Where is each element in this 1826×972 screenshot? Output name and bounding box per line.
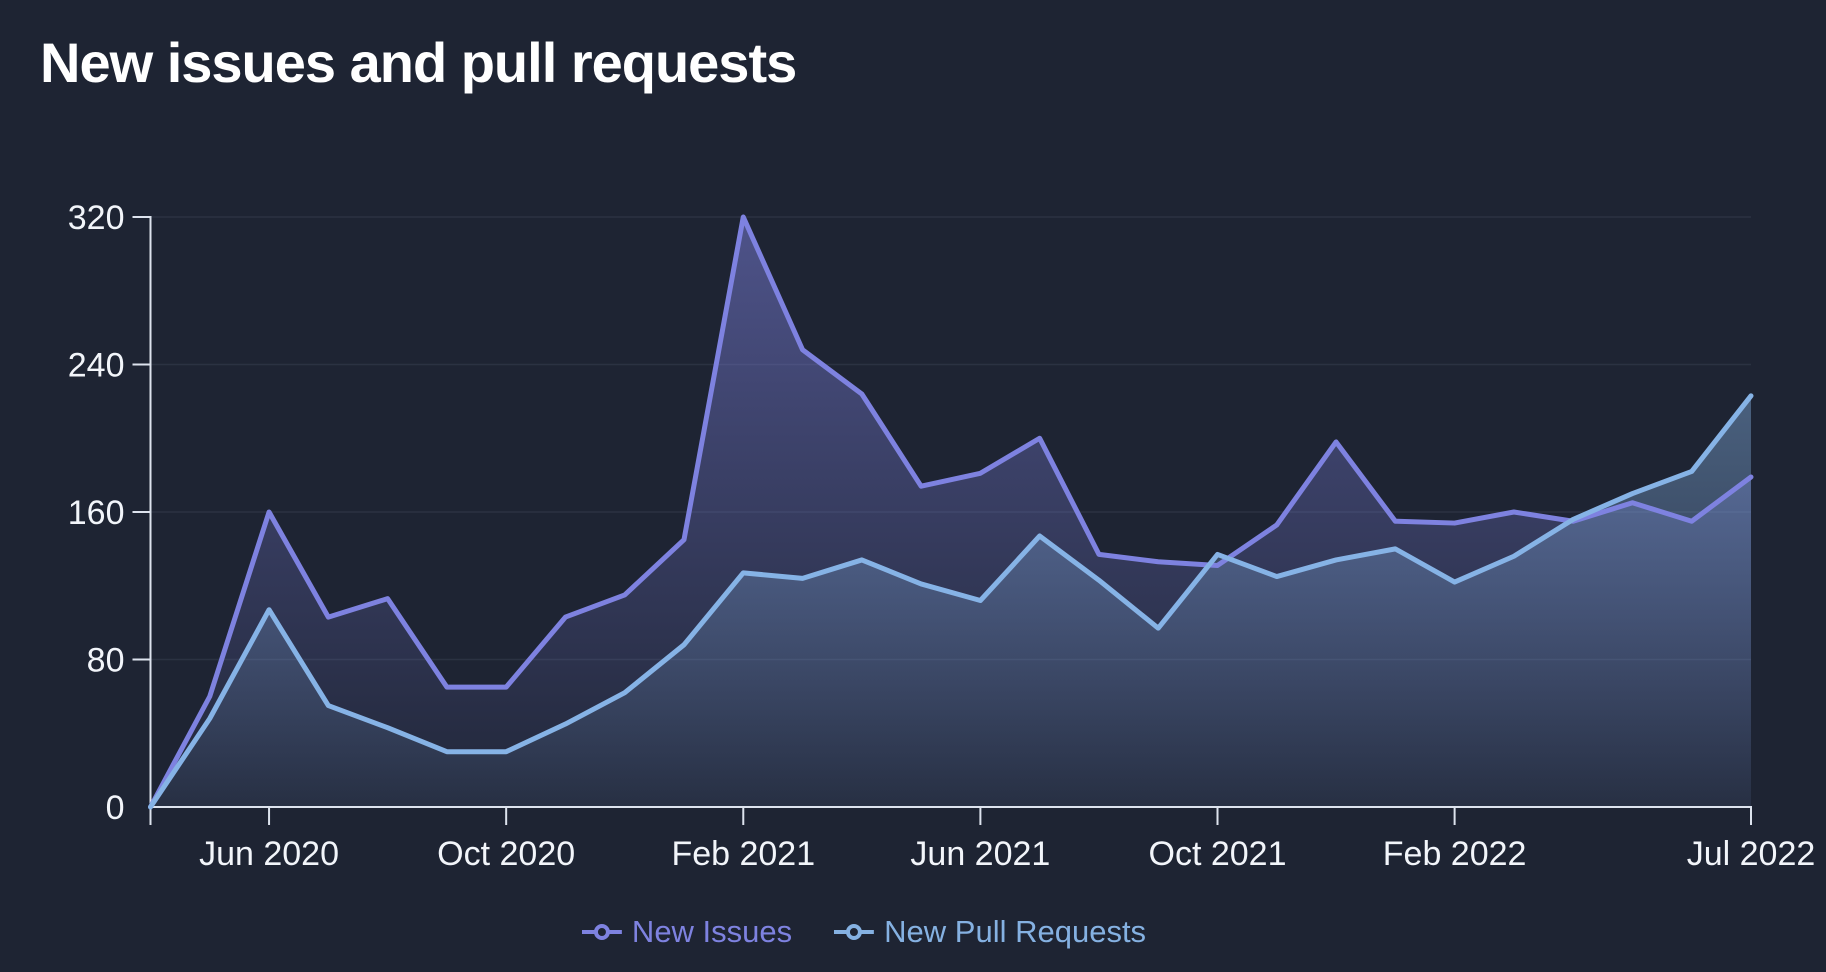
legend-item-new-pull-requests[interactable]: New Pull Requests xyxy=(834,916,1146,947)
y-axis-label: 0 xyxy=(106,789,125,827)
y-axis-label: 160 xyxy=(68,494,125,532)
area-fill-new-pull-requests xyxy=(150,395,1751,807)
page-title: New issues and pull requests xyxy=(40,31,797,94)
series-line-new-issues xyxy=(148,214,1754,810)
y-axis-label: 80 xyxy=(87,642,125,680)
x-axis-label: Jun 2021 xyxy=(910,835,1050,873)
legend-label: New Pull Requests xyxy=(884,914,1147,949)
x-axis-label: Oct 2021 xyxy=(1149,835,1287,873)
x-axis-label: Oct 2020 xyxy=(437,835,575,873)
y-axis-label: 320 xyxy=(68,199,125,237)
series-line-new-pull-requests xyxy=(148,393,1754,810)
x-axis-label: Jul 2022 xyxy=(1687,835,1816,873)
line-marker-icon xyxy=(834,923,875,940)
x-axis-label: Jun 2020 xyxy=(199,835,339,873)
x-axis-line xyxy=(150,806,1752,825)
y-axis-label: 240 xyxy=(68,347,125,385)
legend-item-new-issues[interactable]: New Issues xyxy=(581,914,793,949)
line-marker-icon xyxy=(581,923,622,940)
chart-legend: New Issues New Pull Requests xyxy=(581,914,1146,949)
legend-label: New Issues xyxy=(631,914,793,949)
x-axis-label: Feb 2022 xyxy=(1383,835,1527,873)
x-axis-label: Feb 2021 xyxy=(671,835,815,873)
y-axis-line xyxy=(132,216,152,825)
